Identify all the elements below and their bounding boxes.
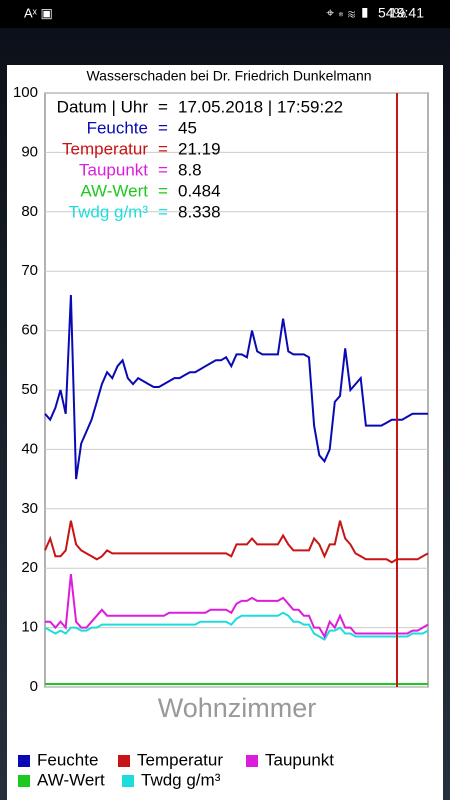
- legend-label: Taupunkt: [265, 750, 334, 769]
- legend-swatch: [246, 755, 258, 767]
- legend-label: Feuchte: [37, 750, 98, 769]
- status-bar: [0, 0, 450, 28]
- chart-card: [7, 65, 443, 800]
- y-tick-label: 40: [21, 440, 38, 457]
- y-tick-label: 0: [30, 678, 38, 695]
- legend-swatch: [122, 775, 134, 787]
- info-label: Taupunkt: [79, 160, 148, 179]
- legend-label: Temperatur: [137, 750, 223, 769]
- legend-swatch: [118, 755, 130, 767]
- info-label: Datum | Uhr: [57, 97, 149, 116]
- series-line: [44, 611, 429, 641]
- info-separator: =: [158, 202, 168, 221]
- info-label: Temperatur: [62, 139, 148, 158]
- series-line: [44, 520, 429, 564]
- info-separator: =: [158, 118, 168, 137]
- status-icon: Aˣ ▣: [24, 5, 53, 20]
- info-value: 8.8: [178, 160, 202, 179]
- battery: 54%: [378, 5, 406, 21]
- y-tick-label: 50: [21, 381, 38, 398]
- y-tick-label: 100: [13, 84, 38, 101]
- info-value: 17.05.2018 | 17:59:22: [178, 97, 343, 116]
- info-separator: =: [158, 97, 168, 116]
- info-value: 0.484: [178, 181, 221, 200]
- info-separator: =: [158, 160, 168, 179]
- y-tick-label: 70: [21, 262, 38, 279]
- y-tick-label: 80: [21, 203, 38, 220]
- info-label: Feuchte: [87, 118, 148, 137]
- info-separator: =: [158, 139, 168, 158]
- y-tick-label: 20: [21, 559, 38, 576]
- legend-swatch: [18, 755, 30, 767]
- legend-swatch: [18, 775, 30, 787]
- series-line: [45, 573, 429, 639]
- info-value: 45: [178, 118, 197, 137]
- info-value: 21.19: [178, 139, 221, 158]
- info-label: Twdg g/m³: [69, 202, 149, 221]
- series-line: [44, 294, 428, 480]
- info-value: 8.338: [178, 202, 221, 221]
- chart-title: Wasserschaden bei Dr. Friedrich Dunkelma…: [86, 68, 371, 84]
- info-separator: =: [158, 181, 168, 200]
- info-label: AW-Wert: [80, 181, 148, 200]
- legend-label: AW-Wert: [37, 770, 105, 789]
- y-tick-label: 90: [21, 143, 38, 160]
- legend-label: Twdg g/m³: [141, 770, 221, 789]
- clock: 19:41: [389, 5, 424, 21]
- y-tick-label: 60: [21, 322, 38, 339]
- y-tick-label: 10: [21, 619, 38, 636]
- y-tick-label: 30: [21, 500, 38, 517]
- status-icons: ⌖ ∗ ≋ ▮: [326, 5, 370, 21]
- room-label: Wohnzimmer: [158, 693, 317, 723]
